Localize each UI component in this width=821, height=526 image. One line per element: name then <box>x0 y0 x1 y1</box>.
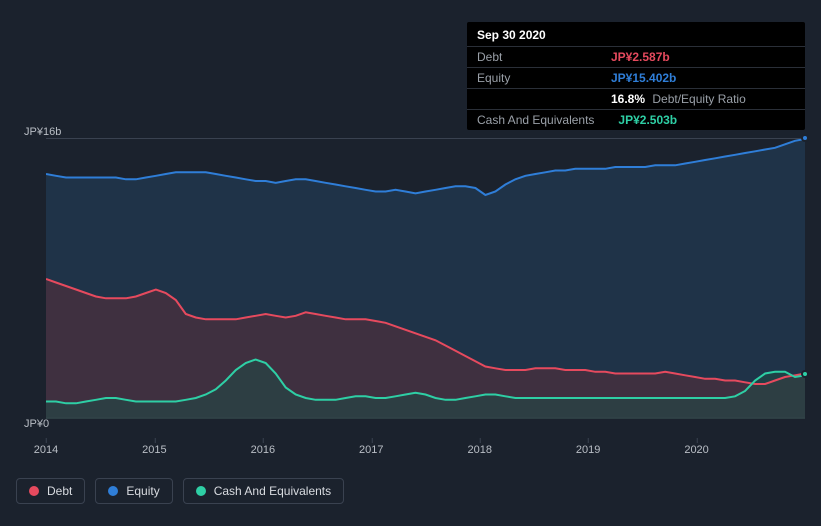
tooltip-row-equity: Equity JP¥15.402b <box>467 67 805 88</box>
tooltip-label <box>477 92 587 106</box>
tooltip-value: JP¥2.587b <box>611 50 670 64</box>
x-tick: 2019 <box>576 444 600 456</box>
tooltip-value: 16.8% Debt/Equity Ratio <box>611 92 746 106</box>
chart-container: JP¥16b JP¥0 <box>16 120 805 440</box>
ratio-label: Debt/Equity Ratio <box>652 92 745 106</box>
cash-swatch-icon <box>196 486 206 496</box>
tooltip-row-ratio: 16.8% Debt/Equity Ratio <box>467 88 805 109</box>
x-tick: 2020 <box>684 444 708 456</box>
x-tick: 2018 <box>467 444 491 456</box>
x-tick: 2014 <box>34 444 58 456</box>
legend-item-debt[interactable]: Debt <box>16 478 85 504</box>
x-tick: 2016 <box>251 444 275 456</box>
tooltip-label: Equity <box>477 71 587 85</box>
tooltip-date: Sep 30 2020 <box>467 22 805 46</box>
ratio-percent: 16.8% <box>611 92 645 106</box>
legend-label: Cash And Equivalents <box>214 484 331 498</box>
y-axis-label-max: JP¥16b <box>24 126 64 138</box>
y-axis-label-min: JP¥0 <box>24 418 64 430</box>
tooltip-row-debt: Debt JP¥2.587b <box>467 46 805 67</box>
chart-svg <box>46 139 805 419</box>
x-tick: 2017 <box>359 444 383 456</box>
legend-label: Debt <box>47 484 72 498</box>
plot-area[interactable] <box>46 138 805 418</box>
legend-item-equity[interactable]: Equity <box>95 478 172 504</box>
equity-swatch-icon <box>108 486 118 496</box>
legend-label: Equity <box>126 484 159 498</box>
x-axis: 2014201520162017201820192020 <box>46 442 805 462</box>
x-tick: 2015 <box>142 444 166 456</box>
tooltip-label: Debt <box>477 50 587 64</box>
equity-end-marker-icon <box>801 134 809 142</box>
debt-swatch-icon <box>29 486 39 496</box>
tooltip-value: JP¥15.402b <box>611 71 676 85</box>
data-tooltip: Sep 30 2020 Debt JP¥2.587b Equity JP¥15.… <box>467 22 805 130</box>
cash-end-marker-icon <box>801 370 809 378</box>
legend-item-cash[interactable]: Cash And Equivalents <box>183 478 344 504</box>
legend: Debt Equity Cash And Equivalents <box>16 478 344 504</box>
